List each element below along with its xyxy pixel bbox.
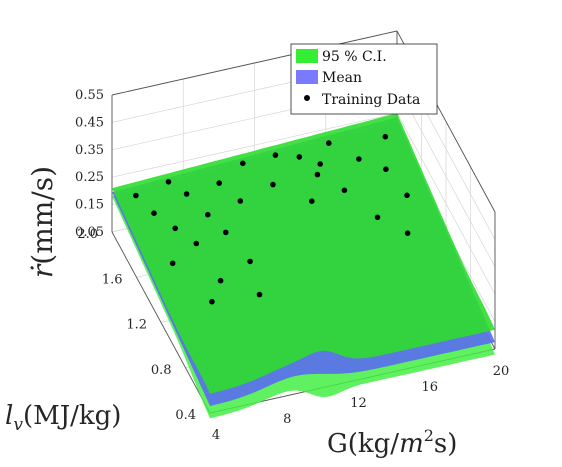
- z-tick-label: 0.15: [75, 198, 104, 213]
- training-data-point: [270, 181, 276, 188]
- legend-marker-training: [304, 95, 310, 101]
- z-axis-label-unit: (mm/s): [26, 166, 59, 265]
- y-tick-label: 16: [422, 380, 439, 395]
- training-data-point: [326, 140, 332, 146]
- training-data-point: [216, 180, 222, 186]
- training-data-point: [341, 187, 348, 194]
- z-axis-label: ṙ(mm/s): [26, 166, 59, 278]
- tick-labels: 0.05 0.15 0.25 0.35 0.45 0.55 0.4 0.8 1.2 1.6 2.0 4…: [75, 88, 509, 443]
- x-tick-label: 0.8: [151, 363, 172, 378]
- y-tick-label: 20: [493, 364, 510, 379]
- x-axis-label-subscript: v: [13, 415, 23, 435]
- z-tick-label: 0.55: [75, 88, 104, 103]
- y-tick-label: 8: [283, 412, 291, 427]
- z-tick-label: 0.05: [75, 225, 104, 240]
- axis-box-edge: [111, 231, 211, 414]
- z-tick-label: 0.45: [75, 115, 104, 130]
- training-data-point: [317, 161, 324, 167]
- training-data-point: [374, 214, 381, 221]
- legend-label-training: Training Data: [322, 92, 420, 108]
- training-data-point: [205, 211, 211, 218]
- training-data-points: [133, 133, 411, 305]
- z-axis-label-symbol: ṙ: [26, 263, 59, 278]
- y-axis-label-exponent: 2: [424, 426, 434, 445]
- training-data-point: [404, 192, 410, 199]
- training-data-point: [133, 192, 139, 199]
- x-tick-label: 1.6: [102, 272, 123, 287]
- x-tick-label: 0.4: [175, 408, 196, 423]
- training-data-point: [169, 260, 176, 267]
- training-data-point: [237, 198, 244, 204]
- training-data-point: [309, 198, 315, 204]
- training-data-point: [151, 210, 157, 216]
- training-data-point: [217, 277, 224, 284]
- x-tick-label: 1.2: [126, 318, 147, 333]
- training-data-point: [183, 191, 190, 197]
- z-tick-label: 0.35: [75, 143, 104, 158]
- z-tick-label: 0.25: [75, 170, 104, 185]
- training-data-point: [223, 229, 229, 236]
- x-axis-label-symbol: l: [5, 401, 13, 431]
- legend-swatch-mean: [296, 70, 318, 84]
- training-data-point: [247, 258, 253, 265]
- training-data-point: [240, 160, 246, 167]
- training-data-point: [382, 133, 389, 140]
- training-data-point: [272, 152, 279, 158]
- training-data-point: [356, 156, 362, 162]
- y-axis-label-symbol: m: [399, 429, 424, 459]
- training-data-point: [383, 166, 389, 172]
- x-axis-label: lv(MJ/kg): [5, 401, 121, 435]
- legend-label-ci: 95 % C.I.: [322, 49, 387, 65]
- legend: 95 % C.I. Mean Training Data: [290, 43, 438, 115]
- ci-upper-surface: [112, 113, 495, 394]
- y-axis-label-text: G(kg/: [327, 429, 399, 459]
- training-data-point: [314, 171, 321, 178]
- legend-label-mean: Mean: [322, 70, 362, 86]
- x-axis-label-unit: (MJ/kg): [23, 401, 122, 431]
- y-axis-label: G(kg/m2s): [327, 426, 457, 459]
- training-data-point: [404, 230, 411, 236]
- y-tick-label: 12: [350, 396, 367, 411]
- training-data-point: [209, 298, 215, 305]
- training-data-point: [172, 225, 178, 232]
- training-data-point: [256, 291, 263, 298]
- x-tick-label: 2.0: [77, 227, 98, 242]
- surfaces: [112, 113, 495, 419]
- y-tick-label: 4: [212, 428, 220, 443]
- training-data-point: [165, 179, 172, 185]
- training-data-point: [296, 154, 303, 160]
- axis-box-edge: [111, 30, 398, 96]
- y-axis-label-tail: s): [434, 429, 458, 459]
- training-data-point: [193, 240, 200, 247]
- legend-swatch-ci: [296, 49, 318, 63]
